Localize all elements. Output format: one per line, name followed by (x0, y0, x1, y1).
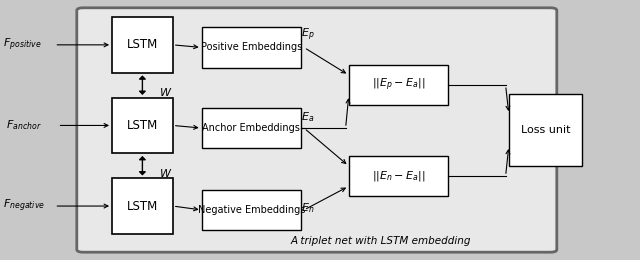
Text: Loss unit: Loss unit (521, 125, 570, 135)
Text: LSTM: LSTM (127, 200, 158, 213)
Text: Anchor Embeddings: Anchor Embeddings (202, 123, 300, 133)
Text: $E_a$: $E_a$ (301, 110, 314, 125)
Text: LSTM: LSTM (127, 119, 158, 132)
FancyBboxPatch shape (202, 27, 301, 68)
Text: $W$: $W$ (159, 167, 172, 179)
FancyBboxPatch shape (349, 65, 448, 105)
Text: $E_n$: $E_n$ (301, 201, 314, 215)
Text: $F_{positive}$: $F_{positive}$ (3, 36, 42, 53)
Text: Negative Embeddings: Negative Embeddings (198, 205, 305, 215)
FancyBboxPatch shape (112, 98, 173, 153)
Text: $W$: $W$ (159, 86, 172, 98)
Text: $||E_n - E_a||$: $||E_n - E_a||$ (372, 169, 425, 183)
Text: A triplet net with LSTM embedding: A triplet net with LSTM embedding (291, 236, 471, 246)
Text: LSTM: LSTM (127, 38, 158, 51)
Text: $F_{negative}$: $F_{negative}$ (3, 198, 45, 214)
FancyBboxPatch shape (509, 94, 582, 166)
FancyBboxPatch shape (112, 178, 173, 234)
FancyBboxPatch shape (349, 156, 448, 196)
FancyBboxPatch shape (77, 8, 557, 252)
Text: Positive Embeddings: Positive Embeddings (200, 42, 302, 53)
FancyBboxPatch shape (112, 17, 173, 73)
FancyBboxPatch shape (202, 190, 301, 230)
Text: $F_{anchor}$: $F_{anchor}$ (6, 118, 42, 132)
FancyBboxPatch shape (202, 108, 301, 148)
Text: $E_p$: $E_p$ (301, 27, 314, 43)
Text: $||E_p - E_a||$: $||E_p - E_a||$ (372, 77, 425, 93)
